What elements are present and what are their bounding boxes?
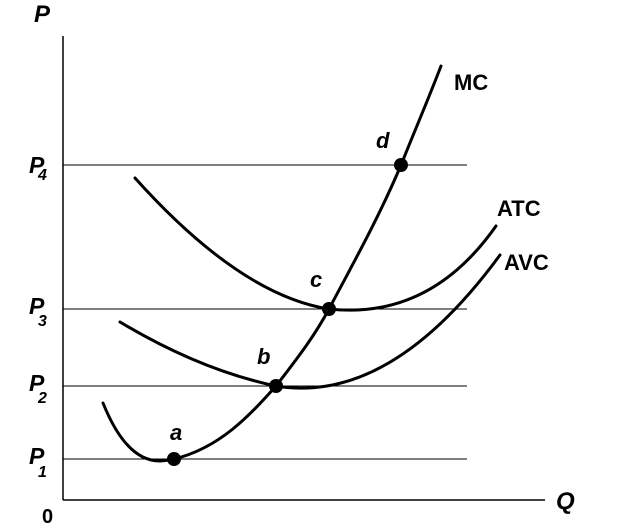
- atc-label: ATC: [497, 196, 541, 221]
- svg-text:3: 3: [38, 313, 47, 330]
- mc-label: MC: [454, 70, 488, 95]
- y-axis-label: P: [34, 1, 51, 28]
- avc-label: AVC: [504, 250, 549, 275]
- tick-label-p1: P 1: [29, 443, 47, 481]
- x-axis-label: Q: [556, 488, 575, 515]
- mc-curve: [101, 64, 443, 463]
- point-d: [394, 158, 408, 172]
- svg-text:P: P: [29, 293, 45, 319]
- point-label-d: d: [376, 128, 390, 153]
- svg-text:P: P: [29, 152, 45, 178]
- svg-text:1: 1: [38, 464, 47, 481]
- svg-text:P: P: [29, 370, 45, 396]
- point-label-b: b: [257, 344, 270, 369]
- svg-text:P: P: [29, 443, 45, 469]
- tick-label-p3: P 3: [29, 293, 47, 330]
- point-a: [167, 452, 181, 466]
- point-b: [269, 379, 283, 393]
- svg-text:4: 4: [37, 167, 47, 184]
- point-label-a: a: [170, 420, 182, 445]
- point-label-c: c: [310, 267, 322, 292]
- point-c: [322, 302, 336, 316]
- tick-label-p2: P 2: [29, 370, 47, 407]
- origin-label: 0: [42, 506, 53, 528]
- svg-text:2: 2: [37, 390, 47, 407]
- tick-label-p4: P 4: [29, 152, 47, 184]
